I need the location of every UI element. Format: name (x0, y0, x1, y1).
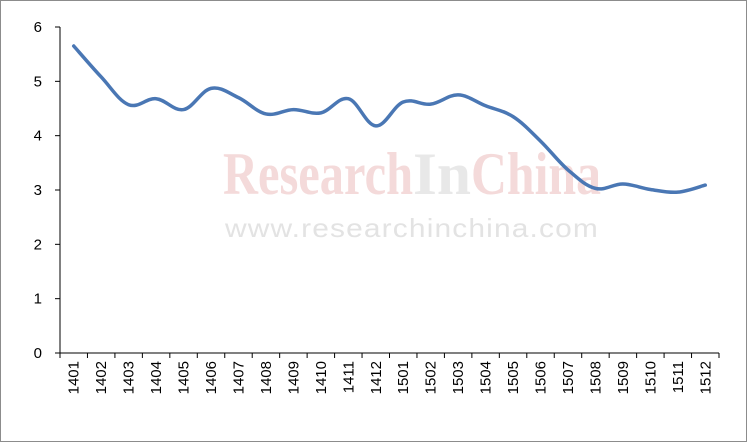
y-tick-labels: 0 1 2 3 4 5 6 (34, 19, 42, 362)
x-tick-label: 1405 (176, 361, 193, 394)
x-tick-label: 1404 (148, 361, 165, 394)
x-tick-label: 1410 (313, 361, 330, 394)
series-line (71, 44, 708, 195)
x-tick-label: 1507 (560, 361, 577, 394)
x-tick-label: 1406 (203, 361, 220, 394)
x-tick-label: 1511 (670, 361, 687, 393)
x-tick-label: 1512 (697, 361, 714, 394)
x-tick-label: 1503 (450, 361, 467, 394)
axes (55, 26, 720, 358)
watermark-url: www.researchinchina.com (224, 213, 599, 243)
x-tick-label: 1408 (258, 361, 275, 394)
x-tick-label: 1505 (505, 361, 522, 394)
x-tick-label: 1412 (368, 361, 385, 394)
y-tick-label: 4 (34, 128, 42, 145)
x-tick-label: 1509 (615, 361, 632, 394)
x-tick-label: 1502 (423, 361, 440, 394)
y-tick-label: 2 (34, 236, 42, 253)
x-tick-label: 1401 (66, 361, 83, 394)
watermark-brand-research: Research (223, 141, 413, 207)
watermark-brand-china: China (471, 141, 601, 207)
x-tick-label: 1510 (642, 361, 659, 394)
x-tick-label: 1403 (121, 361, 138, 394)
x-tick-label: 1506 (533, 361, 550, 394)
y-tick-label: 5 (34, 73, 42, 90)
y-tick-label: 1 (34, 291, 42, 308)
watermark-brand-in: In (413, 141, 471, 207)
x-tick-label: 1407 (230, 361, 247, 394)
x-tick-label: 1411 (340, 361, 357, 393)
y-tick-label: 0 (34, 345, 42, 362)
x-tick-label: 1402 (93, 361, 110, 394)
watermark: Research In China www.researchinchina.co… (223, 141, 601, 243)
x-tick-label: 1504 (478, 361, 495, 394)
x-tick-labels: 1401 1402 1403 1404 1405 1406 1407 1408 1409 1410… (66, 361, 715, 394)
x-tick-label: 1501 (395, 361, 412, 394)
y-tick-label: 3 (34, 182, 42, 199)
x-tick-label: 1409 (285, 361, 302, 394)
x-tick-label: 1508 (587, 361, 604, 394)
y-tick-label: 6 (34, 19, 42, 36)
